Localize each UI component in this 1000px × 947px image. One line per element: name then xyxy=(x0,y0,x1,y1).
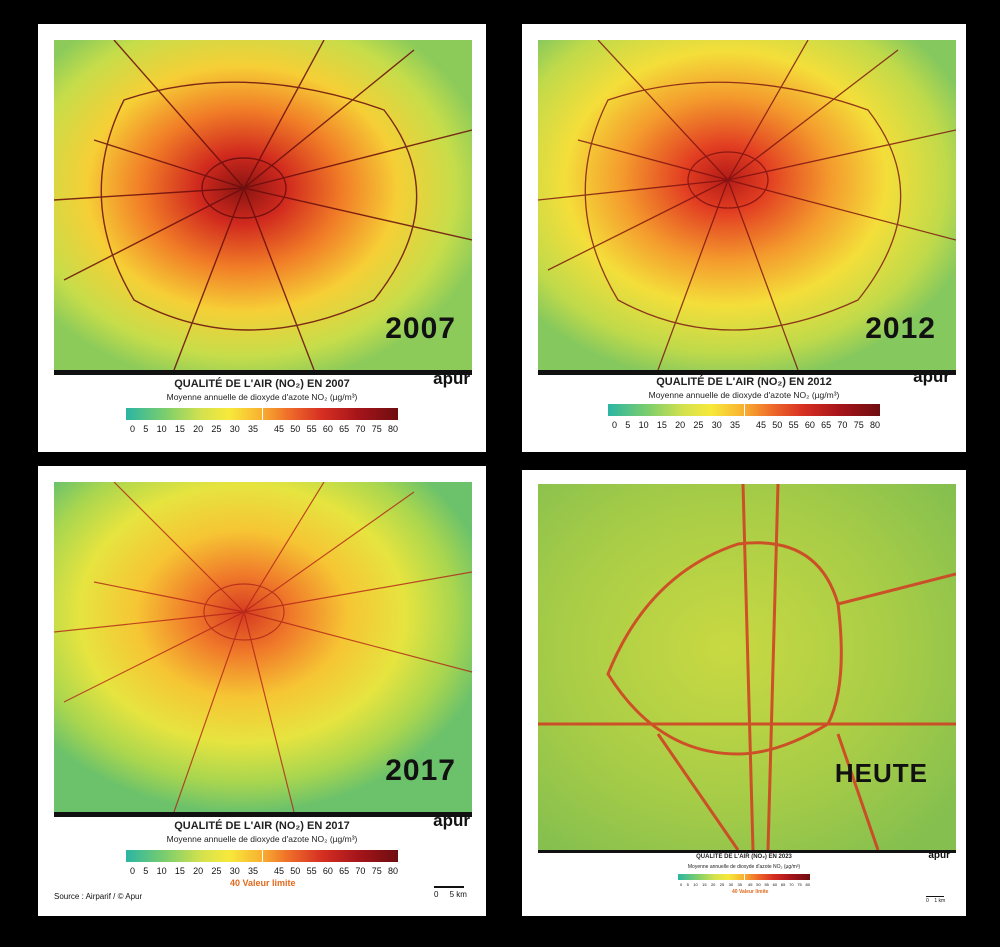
map-baseline xyxy=(538,370,956,375)
distance-scalebar: 0 1 km xyxy=(926,896,946,904)
apur-logo: apur xyxy=(928,850,950,861)
scale-ticks-left: 0 5 10 15 20 25 30 35 xyxy=(130,424,258,434)
scale-ticks-right: 45 50 55 60 65 70 75 80 xyxy=(274,866,398,876)
panel-2017: 2017 apur QUALITÉ DE L'AIR (NO₂) EN 2017… xyxy=(38,466,486,916)
scale-ticks-left: 0 5 10 15 20 25 30 35 xyxy=(612,420,740,430)
limit-value-label: 40 Valeur limite xyxy=(732,889,769,895)
source-credit: Source : Airparif / © Apur xyxy=(54,892,143,901)
panel-heute: HEUTE apur QUALITÉ DE L'AIR (NO₂) EN 202… xyxy=(522,470,966,916)
map-title: QUALITÉ DE L'AIR (NO₂) EN 2017 xyxy=(174,820,350,832)
distance-scalebar: 0 5 km xyxy=(434,886,467,899)
map-title: QUALITÉ DE L'AIR (NO₂) EN 2012 xyxy=(656,376,832,388)
year-label: 2017 xyxy=(385,754,456,787)
scale-ticks-right: 45 50 55 60 65 70 75 80 xyxy=(756,420,880,430)
map-subtitle: Moyenne annuelle de dioxyde d'azote NO₂ … xyxy=(648,390,840,400)
color-scale xyxy=(126,850,398,862)
color-scale xyxy=(126,408,398,420)
pollution-map-2017 xyxy=(54,482,472,812)
scale-ticks-right: 45 50 55 60 65 70 75 80 xyxy=(274,424,398,434)
map-title: QUALITÉ DE L'AIR (NO₂) EN 2023 xyxy=(696,854,792,860)
map-baseline xyxy=(538,850,956,853)
limit-value-label: 40 Valeur limite xyxy=(230,878,296,888)
panel-2012: 2012 apur QUALITÉ DE L'AIR (NO₂) EN 2012… xyxy=(522,24,966,452)
year-label: 2007 xyxy=(385,312,456,345)
scale-ticks-left: 0 5 10 15 20 25 30 35 xyxy=(130,866,258,876)
color-scale xyxy=(678,874,810,880)
apur-logo: apur xyxy=(433,369,470,388)
apur-logo: apur xyxy=(433,811,470,830)
map-baseline xyxy=(54,812,472,817)
pollution-map-heute xyxy=(538,484,956,850)
map-subtitle: Moyenne annuelle de dioxyde d'azote NO₂ … xyxy=(687,864,801,870)
panel-2007: 2007 apur QUALITÉ DE L'AIR (NO₂) EN 2007… xyxy=(38,24,486,452)
map-subtitle: Moyenne annuelle de dioxyde d'azote NO₂ … xyxy=(166,834,358,844)
apur-logo: apur xyxy=(913,367,950,386)
pollution-map-2012 xyxy=(538,40,956,370)
pollution-map-2007 xyxy=(54,40,472,370)
scale-ticks-left: 0 5 10 15 20 25 30 35 xyxy=(680,882,742,887)
map-baseline xyxy=(54,370,472,375)
scale-ticks-right: 45 50 55 60 65 70 75 80 xyxy=(748,882,810,887)
map-title: QUALITÉ DE L'AIR (NO₂) EN 2007 xyxy=(174,378,350,390)
map-subtitle: Moyenne annuelle de dioxyde d'azote NO₂ … xyxy=(166,392,358,402)
year-label: HEUTE xyxy=(834,758,928,788)
color-scale xyxy=(608,404,880,416)
year-label: 2012 xyxy=(865,312,936,345)
